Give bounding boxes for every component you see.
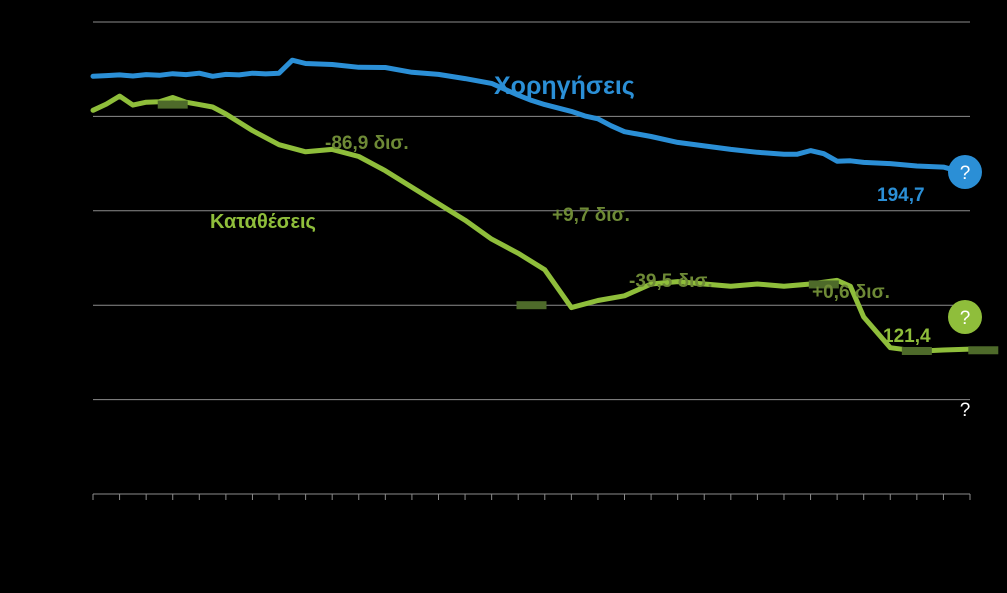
period-marker xyxy=(901,346,932,355)
period-marker xyxy=(157,100,188,109)
end-value-deposits: 121,4 xyxy=(883,326,931,347)
x-axis xyxy=(92,494,971,500)
series-label-deposits: Καταθέσεις xyxy=(210,211,316,233)
question-circle-deposits xyxy=(948,300,982,334)
period-marker xyxy=(808,280,839,289)
question-circle-loans xyxy=(948,155,982,189)
change-label-1: -86,9 δισ. xyxy=(325,133,409,154)
change-label-3: -39,5 δισ. xyxy=(629,271,713,292)
period-marker xyxy=(516,301,547,310)
series-line-loans xyxy=(90,57,973,179)
question-mark-deposits: ? xyxy=(960,308,971,329)
period-markers xyxy=(157,100,999,355)
series-label-loans: Χορηγήσεις xyxy=(494,72,635,100)
end-value-loans: 194,7 xyxy=(877,185,925,206)
change-label-2: +9,7 δισ. xyxy=(552,205,630,226)
question-mark-loans: ? xyxy=(960,163,971,184)
period-marker xyxy=(968,346,999,355)
question-markers: ? ? ? xyxy=(948,155,982,421)
question-mark-plain: ? xyxy=(960,400,971,421)
change-label-4: +0,6 δισ. xyxy=(812,282,890,303)
series-labels: Χορηγήσεις Καταθέσεις -86,9 δισ. +9,7 δι… xyxy=(210,72,931,347)
